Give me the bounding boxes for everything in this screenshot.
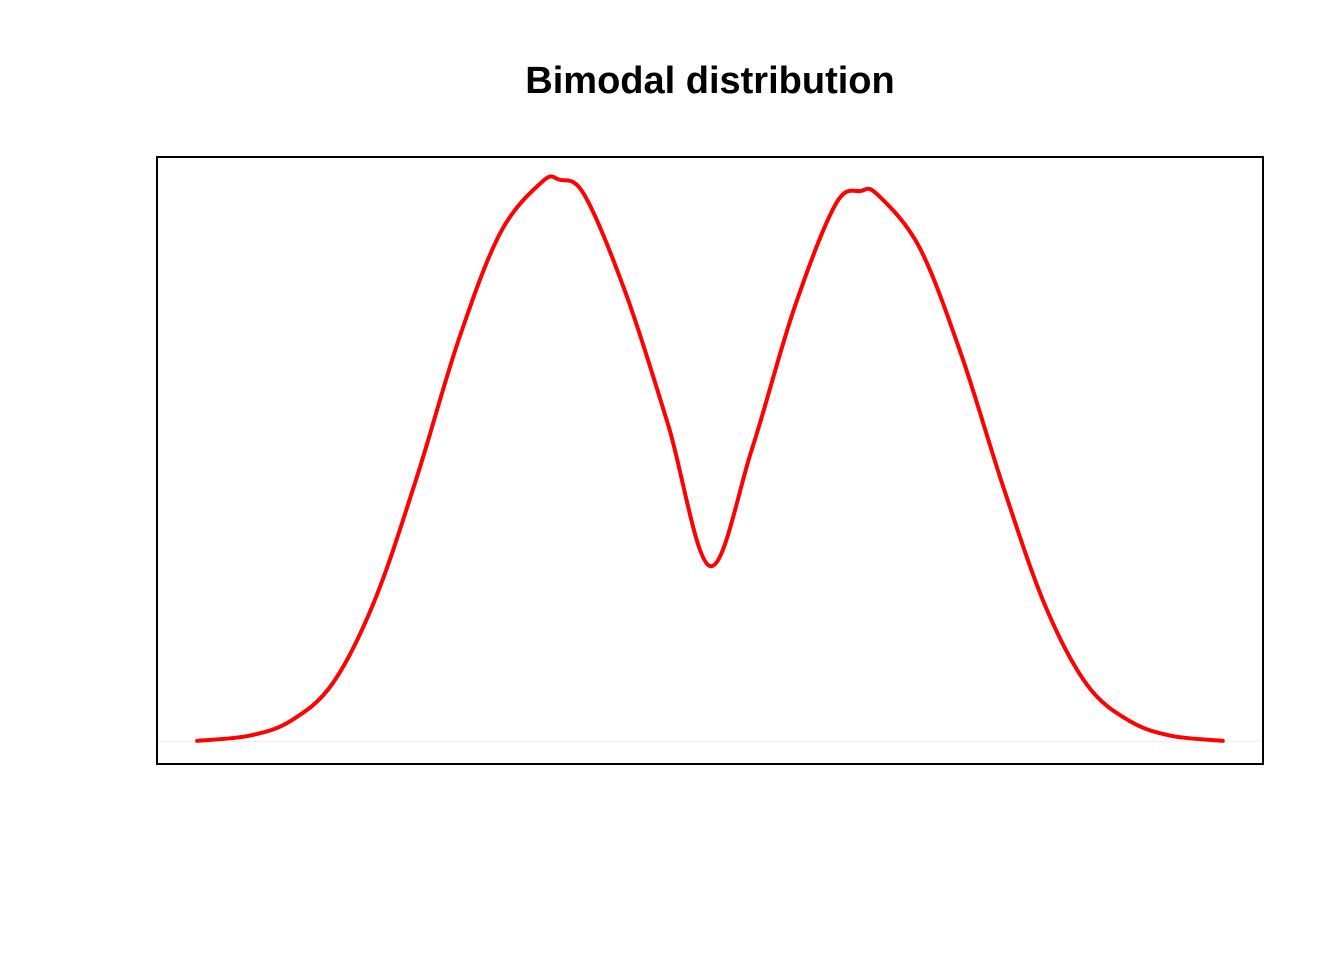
plot-area [156,156,1264,765]
density-series-line [195,174,1225,743]
plot-frame [156,156,1264,765]
chart-title: Bimodal distribution [525,60,894,102]
